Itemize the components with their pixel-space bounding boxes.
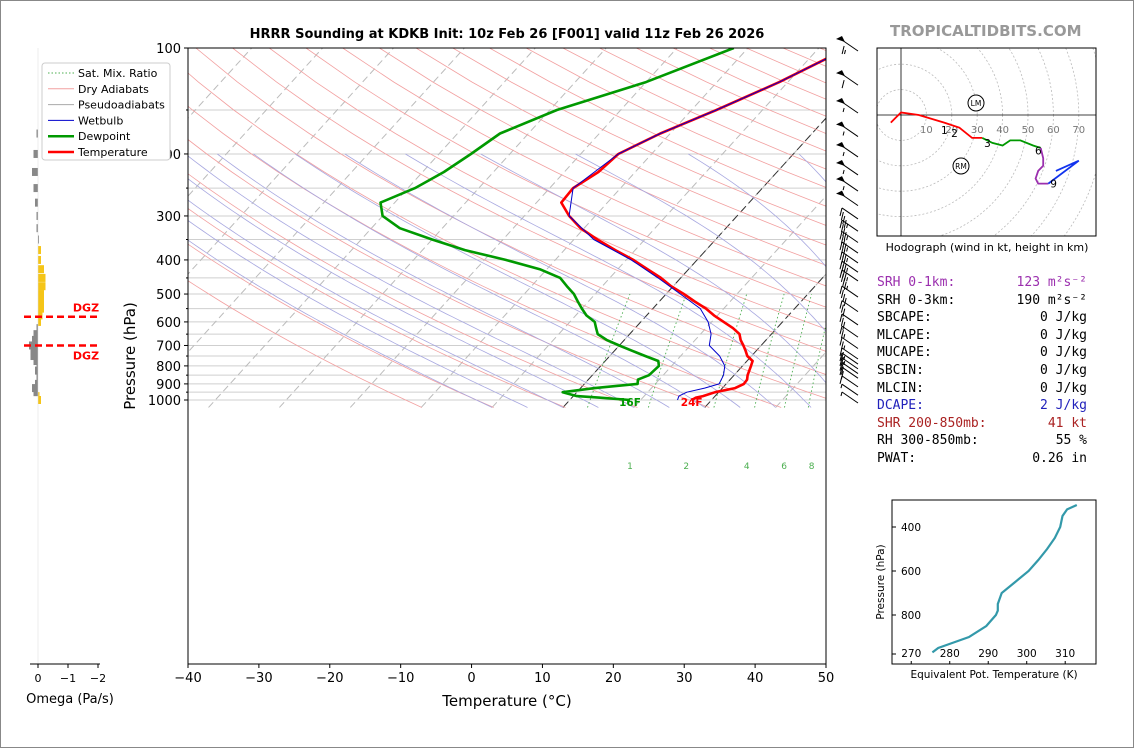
stat-label: MLCAPE: <box>877 327 932 343</box>
brand-watermark: TROPICALTIDBITS.COM <box>890 22 1082 40</box>
stat-value: 55 % <box>1055 433 1087 449</box>
stat-value: 2 J/kg <box>1040 398 1087 414</box>
chart-title: HRRR Sounding at KDKB Init: 10z Feb 26 [… <box>249 27 765 42</box>
stat-row: SBCIN: 0 J/kg <box>877 362 1087 380</box>
stat-row: SHR 200-850mb: 41 kt <box>877 415 1087 433</box>
stat-row: RH 300-850mb: 55 % <box>877 432 1087 450</box>
stat-value: 0 J/kg <box>1040 310 1087 326</box>
stat-value: 0 J/kg <box>1040 362 1087 378</box>
stat-label: SRH 0-1km: <box>877 275 956 290</box>
hodograph-caption: Hodograph (wind in kt, height in km) <box>885 241 1089 254</box>
stat-label: MLCIN: <box>877 380 924 396</box>
stat-row: SRH 0-1km: 123 m²s⁻² <box>877 274 1087 292</box>
stat-label: SBCAPE: <box>877 310 932 326</box>
stat-value: 123 m²s⁻² <box>1016 275 1087 290</box>
stat-value: 0 J/kg <box>1040 345 1087 361</box>
stat-row: PWAT: 0.26 in <box>877 450 1087 468</box>
stat-row: SBCAPE: 0 J/kg <box>877 309 1087 327</box>
stat-label: MUCAPE: <box>877 345 932 361</box>
stat-value: 41 kt <box>1047 415 1087 431</box>
stat-label: DCAPE: <box>877 398 924 414</box>
stat-label: SBCIN: <box>877 362 924 378</box>
stat-row: DCAPE: 2 J/kg <box>877 397 1087 415</box>
stat-value: 0 J/kg <box>1040 327 1087 343</box>
stats-panel: SRH 0-1km: 123 m²s⁻² SRH 0-3km: 190 m²s⁻² SB… <box>877 274 1087 468</box>
stat-label: PWAT: <box>877 450 917 466</box>
stat-value: 0.26 in <box>1032 450 1087 466</box>
stat-row: MLCIN: 0 J/kg <box>877 380 1087 398</box>
stat-row: MUCAPE: 0 J/kg <box>877 344 1087 362</box>
stat-label: RH 300-850mb: <box>877 433 979 449</box>
stat-row: SRH 0-3km: 190 m²s⁻² <box>877 292 1087 310</box>
stat-row: MLCAPE: 0 J/kg <box>877 327 1087 345</box>
stat-label: SHR 200-850mb: <box>877 415 987 431</box>
stat-value: 190 m²s⁻² <box>1016 292 1087 308</box>
stat-value: 0 J/kg <box>1040 380 1087 396</box>
stat-label: SRH 0-3km: <box>877 292 956 308</box>
